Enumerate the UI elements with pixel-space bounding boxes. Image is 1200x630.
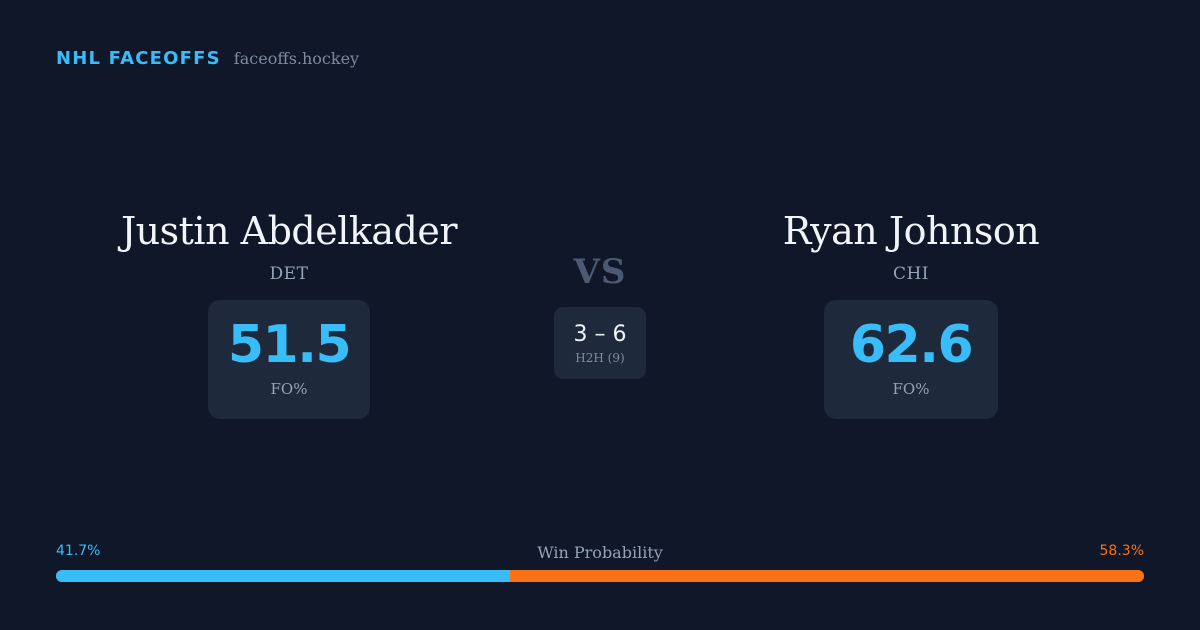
brand-domain[interactable]: faceoffs.hockey bbox=[233, 49, 360, 68]
player-right: Ryan Johnson CHI 62.6 FO% bbox=[681, 206, 1141, 419]
head-to-head-score: 3 – 6 bbox=[573, 321, 627, 347]
win-probability-bar-right bbox=[509, 570, 1144, 582]
win-probability-bar-left bbox=[56, 570, 510, 582]
brand-name[interactable]: NHL FACEOFFS bbox=[56, 48, 221, 69]
player-left-team: DET bbox=[269, 264, 309, 284]
win-probability-right: 58.3% bbox=[1099, 543, 1144, 559]
player-right-fo-label: FO% bbox=[892, 380, 930, 398]
player-right-name: Ryan Johnson bbox=[782, 209, 1040, 253]
brand-header: NHL FACEOFFS faceoffs.hockey bbox=[56, 48, 359, 69]
head-to-head-label: H2H (9) bbox=[575, 350, 625, 365]
player-left-fo-label: FO% bbox=[270, 380, 308, 398]
versus-label: VS bbox=[573, 252, 627, 292]
player-left-name: Justin Abdelkader bbox=[120, 209, 458, 253]
win-probability-left: 41.7% bbox=[56, 543, 101, 559]
head-to-head-card: 3 – 6 H2H (9) bbox=[554, 307, 646, 379]
player-left: Justin Abdelkader DET 51.5 FO% bbox=[59, 206, 519, 419]
player-left-stat-card: 51.5 FO% bbox=[208, 300, 370, 419]
win-probability-bar bbox=[56, 570, 1144, 582]
player-right-stat-card: 62.6 FO% bbox=[824, 300, 998, 419]
player-right-fo-value: 62.6 bbox=[849, 315, 974, 375]
win-probability-labels: 41.7% Win Probability 58.3% bbox=[56, 543, 1144, 563]
player-left-fo-value: 51.5 bbox=[227, 315, 352, 375]
win-probability-title: Win Probability bbox=[537, 543, 663, 562]
player-right-team: CHI bbox=[892, 264, 930, 284]
